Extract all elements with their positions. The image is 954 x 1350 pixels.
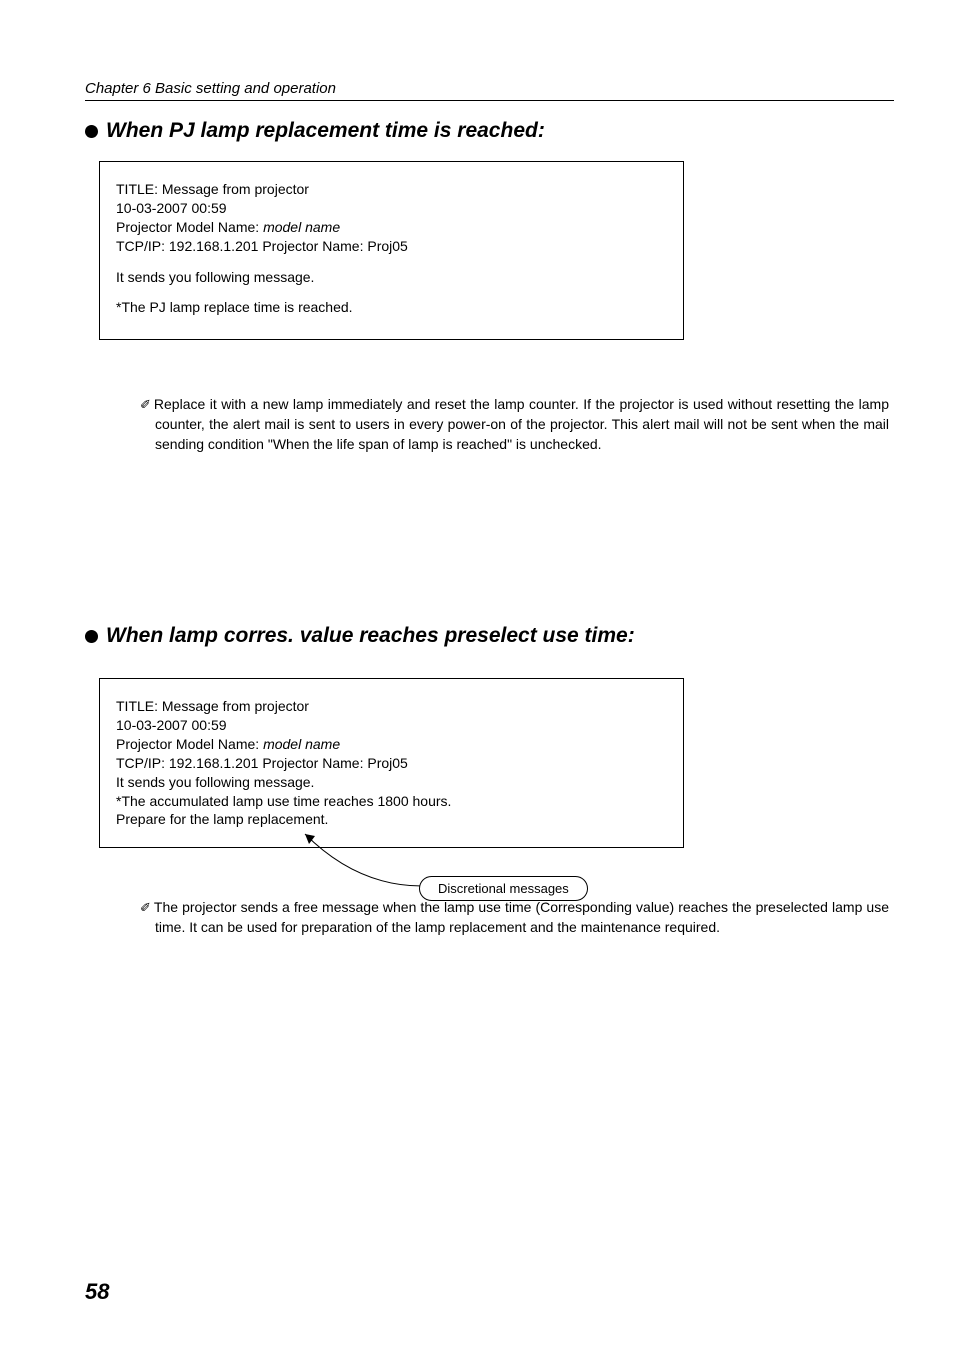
bullet-icon	[85, 630, 98, 643]
chapter-header: Chapter 6 Basic setting and operation	[85, 80, 894, 97]
msg2-model: Projector Model Name: model name	[116, 735, 667, 754]
section1-note: ✐Replace it with a new lamp immediately …	[140, 395, 889, 454]
msg2-body2: Prepare for the lamp replacement.	[116, 810, 667, 829]
page-number: 58	[85, 1279, 109, 1305]
section1-heading-text: When PJ lamp replacement time is reached…	[106, 119, 545, 143]
callout-container: Discretional messages	[99, 848, 684, 898]
section1-note-text: Replace it with a new lamp immediately a…	[154, 396, 889, 451]
msg2-model-label: Projector Model Name:	[116, 736, 263, 752]
msg2-title: TITLE: Message from projector	[116, 697, 667, 716]
msg1-model-label: Projector Model Name:	[116, 219, 263, 235]
section2-heading: When lamp corres. value reaches preselec…	[85, 624, 894, 648]
section2-note-text: The projector sends a free message when …	[154, 899, 889, 935]
msg2-body1: *The accumulated lamp use time reaches 1…	[116, 792, 667, 811]
msg1-model: Projector Model Name: model name	[116, 218, 667, 237]
header-rule	[85, 100, 894, 101]
msg2-tcpip: TCP/IP: 192.168.1.201 Projector Name: Pr…	[116, 754, 667, 773]
msg1-title: TITLE: Message from projector	[116, 180, 667, 199]
msg1-tcpip: TCP/IP: 192.168.1.201 Projector Name: Pr…	[116, 237, 667, 256]
callout-pill: Discretional messages	[419, 876, 588, 901]
section2-message-box: TITLE: Message from projector 10-03-2007…	[99, 678, 684, 848]
msg1-model-name: model name	[263, 219, 340, 235]
note-icon: ✐	[140, 397, 151, 412]
section2-heading-text: When lamp corres. value reaches preselec…	[106, 624, 635, 648]
msg2-date: 10-03-2007 00:59	[116, 716, 667, 735]
bullet-icon	[85, 125, 98, 138]
msg2-sends: It sends you following message.	[116, 773, 667, 792]
section1-message-box: TITLE: Message from projector 10-03-2007…	[99, 161, 684, 340]
note-icon: ✐	[140, 900, 151, 915]
msg1-body: *The PJ lamp replace time is reached.	[116, 298, 667, 317]
msg2-model-name: model name	[263, 736, 340, 752]
msg1-date: 10-03-2007 00:59	[116, 199, 667, 218]
section2-note: ✐The projector sends a free message when…	[140, 898, 889, 937]
msg1-sends: It sends you following message.	[116, 268, 667, 287]
section1-heading: When PJ lamp replacement time is reached…	[85, 119, 894, 143]
